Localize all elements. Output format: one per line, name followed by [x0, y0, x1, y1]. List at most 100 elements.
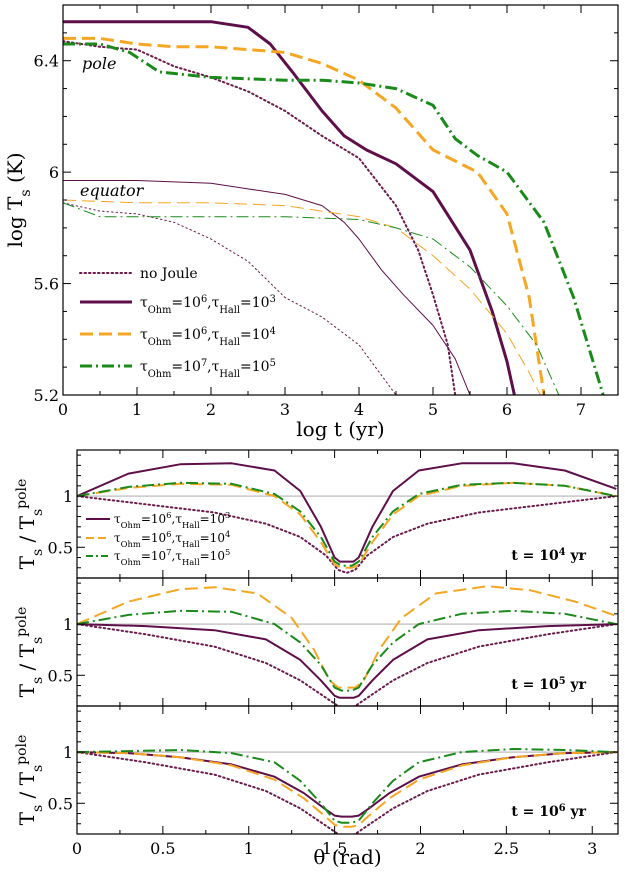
- time-label: t = 104 yr: [511, 547, 586, 565]
- text-part: s: [18, 189, 34, 196]
- series-t3-pole: [63, 42, 605, 395]
- legend-label-t2: τOhm=106,τHall=104: [140, 326, 276, 348]
- text-part: log t (yr): [296, 417, 384, 441]
- series-group: [77, 748, 618, 834]
- x-tick-label: 0.5: [150, 839, 175, 858]
- text-part: Ohm: [148, 369, 172, 380]
- series-p2-nj: [77, 623, 618, 706]
- text-part: =10: [141, 549, 166, 563]
- text-part: =10: [200, 531, 225, 545]
- series-p3-t3: [77, 748, 617, 824]
- x-tick-label: 7: [576, 400, 586, 419]
- x-tick-label: 0: [58, 400, 68, 419]
- text-part: 6: [201, 294, 207, 305]
- series-t3-equ: [63, 202, 560, 395]
- series-t2-pole: [63, 36, 546, 395]
- y-axis-label: Ts / Tspole: [14, 735, 46, 826]
- series-p1-nj: [77, 495, 618, 574]
- text-part: 4: [559, 547, 566, 558]
- text-part: s: [30, 637, 46, 644]
- series-group: [77, 585, 618, 706]
- text-part: Ohm: [148, 305, 172, 316]
- x-axis-label: θ (rad): [313, 845, 381, 869]
- text-part: / T: [15, 515, 39, 548]
- text-part: s: [30, 509, 46, 516]
- text-part: Ohm: [121, 557, 141, 567]
- text-part: τ: [140, 327, 148, 343]
- panel-temperature-evolution: 0 1 2 3 4 5 6 7 5.2 5.6 6 6.4 log t (yr) log Ts (K) po…: [3, 4, 619, 441]
- text-part: / T: [15, 643, 39, 676]
- y-tick-label: 1: [63, 487, 73, 506]
- x-tick-label: 1.5: [322, 839, 347, 858]
- text-part: Ohm: [121, 539, 141, 549]
- text-part: =10: [171, 359, 201, 375]
- annotation-pole: pole: [82, 54, 116, 73]
- series-p3-t2: [77, 751, 617, 828]
- series-group: [63, 20, 605, 395]
- text-part: 6: [559, 803, 566, 814]
- text-part: 6: [166, 510, 171, 520]
- text-part: s: [30, 549, 46, 556]
- text-part: 7: [166, 547, 171, 557]
- y-tick-label: 1: [63, 615, 73, 634]
- text-part: τ: [114, 512, 121, 526]
- x-tick-label: 3: [280, 400, 290, 419]
- text-part: ,τ: [207, 295, 219, 311]
- text-part: 5: [559, 676, 566, 687]
- text-part: yr: [566, 548, 587, 564]
- y-tick-label: 5.6: [34, 275, 59, 294]
- x-tick-label: 4: [354, 400, 364, 419]
- x-tick-label: 6: [502, 400, 512, 419]
- annotation-equator: equator: [80, 181, 145, 200]
- text-part: =10: [141, 512, 166, 526]
- plot-frame: [76, 705, 619, 835]
- text-part: =10: [200, 549, 225, 563]
- series-group: [77, 462, 618, 574]
- legend-label-t3: τOhm=107,τHall=105: [114, 547, 230, 567]
- x-tick-label: 2: [206, 400, 216, 419]
- text-part: Ohm: [148, 337, 172, 348]
- legend-label-t1: τOhm=106,τHall=103: [140, 294, 276, 316]
- text-part: yr: [566, 804, 587, 820]
- text-part: pole: [14, 735, 30, 765]
- text-part: no Joule: [140, 266, 198, 282]
- series-p2-t2: [77, 585, 617, 689]
- text-part: ,τ: [172, 531, 183, 545]
- text-part: T: [15, 811, 39, 825]
- series-nj-equ: [63, 202, 397, 395]
- series-t1-equ: [63, 180, 471, 395]
- text-part: ,τ: [207, 327, 219, 343]
- y-tick-label: 6: [49, 163, 59, 182]
- x-tick-label: 1: [244, 839, 254, 858]
- text-part: =10: [240, 359, 270, 375]
- y-axis-label: log Ts (K): [3, 152, 34, 247]
- text-part: =10: [171, 327, 201, 343]
- x-tick-label: 5: [428, 400, 438, 419]
- text-part: ,τ: [207, 359, 219, 375]
- text-part: ,τ: [172, 512, 183, 526]
- x-axis-label: log t (yr): [296, 417, 384, 441]
- text-part: Hall: [182, 539, 200, 549]
- y-tick-label: 0.5: [48, 538, 73, 557]
- legend-label-t3: τOhm=107,τHall=105: [140, 358, 276, 380]
- text-part: s: [30, 805, 46, 812]
- text-part: τ: [114, 549, 121, 563]
- y-axis-label: Ts / Tspole: [14, 607, 46, 698]
- text-part: Ohm: [121, 520, 141, 530]
- legend-label-nj: no Joule: [140, 266, 198, 282]
- legend-label-t1: τOhm=106,τHall=103: [114, 510, 230, 530]
- y-tick-label: 5.2: [34, 386, 59, 405]
- text-part: pole: [14, 607, 30, 637]
- text-part: t = 10: [511, 804, 559, 820]
- y-tick-label: 1: [63, 743, 73, 762]
- text-part: τ: [140, 295, 148, 311]
- text-part: pole: [14, 479, 30, 509]
- text-part: Hall: [182, 520, 200, 530]
- time-label: t = 106 yr: [511, 803, 586, 821]
- text-part: / T: [15, 771, 39, 804]
- text-part: 4: [270, 326, 276, 337]
- text-part: 4: [225, 529, 230, 539]
